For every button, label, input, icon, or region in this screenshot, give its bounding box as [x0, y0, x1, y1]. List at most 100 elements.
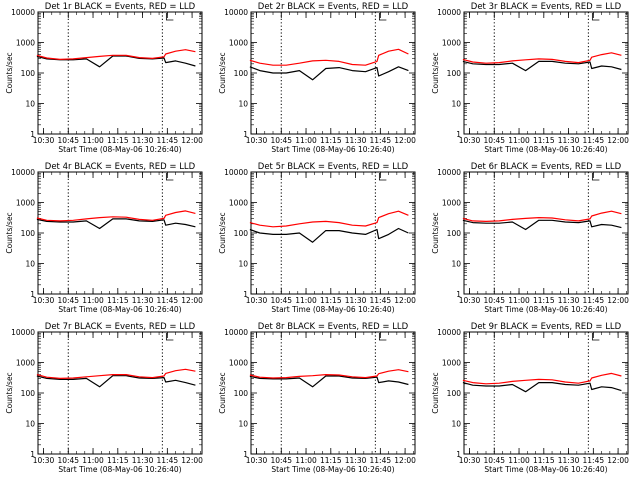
detector-panel [462, 171, 629, 295]
detector-panel [249, 171, 416, 295]
y-tick-label: 10000 [437, 8, 461, 17]
x-tick-label: 12:00 [181, 456, 203, 465]
x-tick-label: 11:00 [82, 136, 104, 145]
x-tick-label: 10:45 [57, 296, 79, 305]
y-tick-label: 100 [234, 229, 249, 238]
y-tick-label: 10000 [11, 8, 35, 17]
y-axis-label: Counts/sec [5, 52, 14, 93]
bracket-mark [165, 173, 174, 181]
x-tick-label: 11:00 [295, 136, 317, 145]
y-tick-label: 1000 [229, 199, 248, 208]
panel-title: Det 8r BLACK = Events, RED = LLD [258, 322, 409, 332]
detector-panel [462, 11, 629, 135]
y-axis-label: Counts/sec [5, 212, 14, 253]
x-tick-label: 11:30 [558, 296, 580, 305]
y-tick-label: 1 [30, 290, 35, 299]
plot-frame [37, 11, 203, 135]
x-tick-label: 11:15 [320, 456, 342, 465]
x-tick-label: 11:30 [558, 456, 580, 465]
plot-frame [463, 331, 629, 455]
x-tick-label: 11:30 [345, 456, 367, 465]
x-tick-label: 11:15 [533, 136, 555, 145]
x-tick-label: 10:45 [270, 296, 292, 305]
x-tick-label: 11:45 [157, 456, 179, 465]
y-tick-label: 10000 [224, 168, 248, 177]
detector-panel [36, 331, 203, 455]
y-tick-label: 100 [21, 389, 36, 398]
events-series-line [36, 55, 196, 68]
x-tick-label: 11:00 [295, 296, 317, 305]
panel-title: Det 7r BLACK = Events, RED = LLD [45, 322, 196, 332]
x-tick-label: 11:00 [508, 456, 530, 465]
y-axis-label: Counts/sec [218, 372, 227, 413]
x-tick-label: 12:00 [607, 296, 629, 305]
y-axis-label: Counts/sec [5, 372, 14, 413]
events-series-line [462, 219, 622, 231]
y-tick-label: 1000 [16, 199, 35, 208]
y-axis-label: Counts/sec [431, 372, 440, 413]
x-tick-label: 11:30 [132, 296, 154, 305]
x-tick-label: 10:45 [57, 456, 79, 465]
events-series-line [462, 382, 622, 393]
x-tick-label: 11:30 [345, 296, 367, 305]
x-tick-label: 10:30 [459, 296, 481, 305]
bracket-mark [378, 173, 387, 181]
y-tick-label: 10 [451, 420, 461, 429]
x-tick-label: 12:00 [394, 296, 416, 305]
x-tick-label: 10:45 [270, 456, 292, 465]
x-tick-label: 10:30 [246, 296, 268, 305]
y-tick-label: 10000 [224, 328, 248, 337]
panel-title: Det 9r BLACK = Events, RED = LLD [471, 322, 622, 332]
detector-panel [249, 331, 416, 455]
x-tick-label: 11:15 [320, 136, 342, 145]
events-series-line [36, 375, 196, 388]
lld-series-line [249, 48, 409, 66]
y-tick-label: 10 [238, 420, 248, 429]
x-tick-label: 11:00 [82, 296, 104, 305]
y-tick-label: 100 [447, 229, 462, 238]
x-axis-label: Start Time (08-May-06 10:26:40) [58, 145, 181, 154]
x-tick-label: 10:30 [33, 296, 55, 305]
x-tick-label: 10:45 [483, 296, 505, 305]
bracket-mark [591, 173, 600, 181]
x-tick-label: 12:00 [181, 296, 203, 305]
x-tick-label: 11:00 [508, 296, 530, 305]
x-tick-label: 10:45 [270, 136, 292, 145]
x-tick-label: 10:45 [483, 456, 505, 465]
y-tick-label: 1 [30, 130, 35, 139]
y-tick-label: 1 [456, 290, 461, 299]
y-tick-label: 10 [238, 260, 248, 269]
lld-series-line [462, 210, 622, 222]
x-axis-label: Start Time (08-May-06 10:26:40) [484, 465, 607, 474]
x-tick-label: 11:45 [370, 296, 392, 305]
x-axis-label: Start Time (08-May-06 10:26:40) [271, 305, 394, 314]
y-tick-label: 1000 [442, 199, 461, 208]
bracket-mark [378, 13, 387, 21]
y-tick-label: 100 [234, 389, 249, 398]
x-axis-label: Start Time (08-May-06 10:26:40) [484, 145, 607, 154]
x-tick-label: 10:30 [33, 456, 55, 465]
x-tick-label: 10:30 [459, 456, 481, 465]
lld-series-line [249, 210, 409, 228]
y-tick-label: 10 [25, 260, 35, 269]
x-tick-label: 11:30 [345, 136, 367, 145]
events-series-line [36, 218, 196, 230]
y-tick-label: 10000 [224, 8, 248, 17]
x-tick-label: 11:30 [132, 136, 154, 145]
y-tick-label: 100 [447, 389, 462, 398]
x-tick-label: 11:45 [583, 296, 605, 305]
x-tick-label: 12:00 [607, 136, 629, 145]
y-tick-label: 10 [451, 100, 461, 109]
detector-panel [36, 11, 203, 135]
events-series-line [249, 227, 409, 243]
x-tick-label: 11:00 [508, 136, 530, 145]
x-tick-label: 11:15 [533, 296, 555, 305]
y-tick-label: 1 [243, 290, 248, 299]
y-tick-label: 1000 [442, 39, 461, 48]
x-tick-label: 11:00 [82, 456, 104, 465]
y-tick-label: 10000 [11, 328, 35, 337]
bracket-mark [591, 13, 600, 21]
y-axis-label: Counts/sec [431, 52, 440, 93]
x-tick-label: 11:45 [370, 456, 392, 465]
